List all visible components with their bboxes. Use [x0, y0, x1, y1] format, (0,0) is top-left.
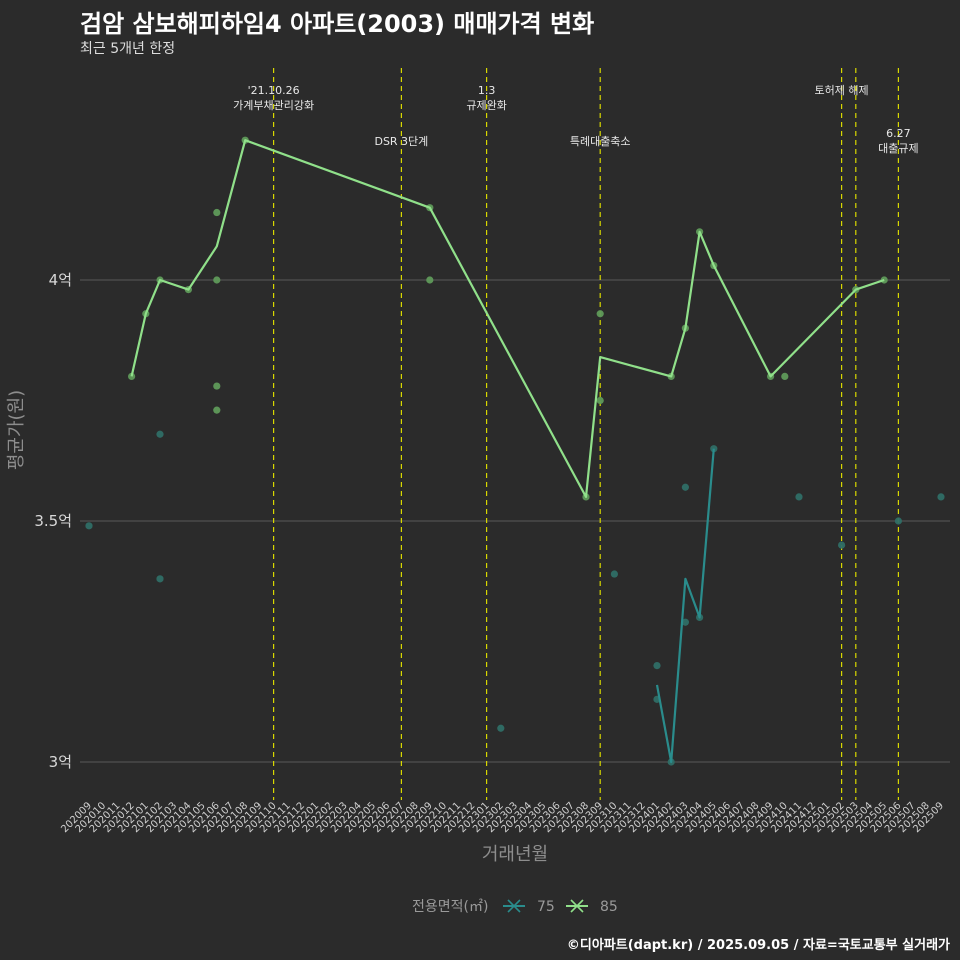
legend-label-85: 85 [600, 899, 618, 915]
data-point-85 [596, 396, 604, 405]
data-point-85 [213, 208, 221, 217]
data-point-75 [681, 618, 690, 626]
chart-subtitle: 최근 5개년 한정 [80, 41, 176, 57]
series-line-75 [655, 448, 715, 764]
event-annotation: 토허제 해제 [815, 83, 869, 97]
data-point-75 [156, 575, 164, 583]
data-point-75 [795, 493, 803, 501]
event-annotation: DSR 3단계 [374, 135, 428, 148]
data-point-75 [894, 517, 903, 525]
data-point-75 [838, 541, 846, 549]
data-point-85 [213, 406, 221, 414]
event-annotation: 규제완화 [466, 99, 506, 112]
data-point-75 [653, 662, 661, 670]
data-point-75 [937, 493, 945, 501]
data-point-75 [610, 570, 619, 578]
event-annotation: '21.10.26 [248, 84, 300, 97]
data-point-75 [681, 483, 690, 491]
chart-title: 검암 삼보해피하임4 아파트(2003) 매매가격 변화 [80, 10, 595, 38]
data-point-85 [880, 276, 888, 284]
event-annotation: 가계부채관리강화 [233, 99, 314, 112]
data-point-85 [213, 276, 221, 284]
legend-title: 전용면적(㎡) [412, 899, 488, 915]
series-line-85 [130, 139, 885, 498]
data-point-75 [156, 430, 164, 438]
legend-swatch-cross [570, 899, 584, 913]
data-point-75 [497, 724, 505, 732]
y-axis-title: 평균가(원) [6, 390, 27, 470]
data-point-75 [85, 522, 93, 530]
x-axis-title: 거래년월 [482, 844, 548, 865]
legend-label-75: 75 [537, 899, 555, 915]
data-point-85 [781, 372, 789, 380]
data-point-85 [213, 382, 221, 390]
y-tick-label: 3.5억 [34, 512, 72, 530]
y-tick-label: 4억 [49, 271, 72, 289]
event-annotation: 특례대출축소 [570, 135, 631, 148]
source-caption: ©디아파트(dapt.kr) / 2025.09.05 / 자료=국토교통부 실… [566, 938, 950, 953]
data-point-75 [710, 445, 718, 453]
event-annotation: 대출규제 [878, 142, 918, 155]
y-tick-label: 3억 [49, 753, 72, 771]
data-point-85 [596, 310, 604, 318]
event-annotation: 6.27 [886, 127, 911, 140]
event-annotation: 1.3 [478, 84, 496, 97]
data-point-85 [426, 276, 434, 284]
legend-swatch-cross [507, 899, 521, 913]
